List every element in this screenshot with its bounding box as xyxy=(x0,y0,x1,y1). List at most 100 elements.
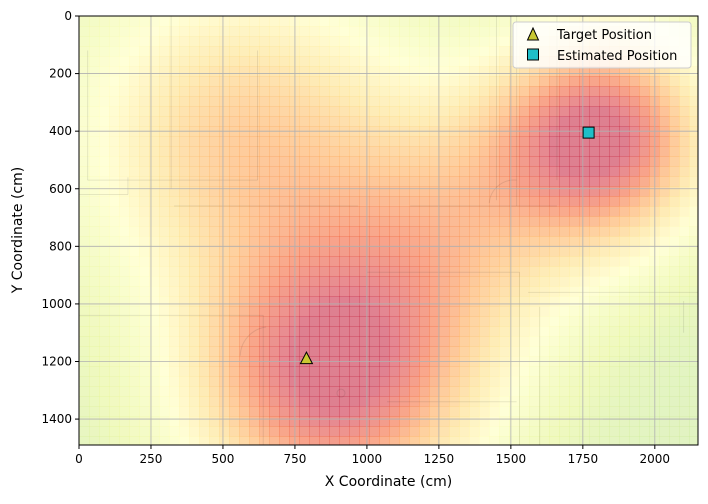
heat-cell xyxy=(349,436,360,445)
heat-cell xyxy=(89,336,100,347)
x-tick-label: 0 xyxy=(75,452,83,466)
y-tick-label: 600 xyxy=(49,182,72,196)
heat-cell xyxy=(519,406,530,417)
heat-cell xyxy=(169,86,180,97)
heat-cell xyxy=(349,296,360,307)
heat-cell xyxy=(629,426,640,437)
heat-cell xyxy=(599,216,610,227)
heat-cell xyxy=(299,236,310,247)
heat-cell xyxy=(89,236,100,247)
heat-cell xyxy=(89,286,100,297)
heat-cell xyxy=(149,286,160,297)
heat-cell xyxy=(339,436,350,445)
heat-cell xyxy=(519,386,530,397)
heat-cell xyxy=(329,246,340,257)
heat-cell xyxy=(299,406,310,417)
heat-cell xyxy=(99,236,110,247)
heat-cell xyxy=(279,156,290,167)
heat-cell xyxy=(249,136,260,147)
heat-cell xyxy=(389,296,400,307)
heat-cell xyxy=(139,216,150,227)
heat-cell xyxy=(649,146,660,157)
heat-cell xyxy=(619,406,630,417)
heat-cell xyxy=(569,436,580,445)
heat-cell xyxy=(249,276,260,287)
heat-cell xyxy=(419,56,430,67)
heat-cell xyxy=(339,326,350,337)
heat-cell xyxy=(619,236,630,247)
heat-cell xyxy=(139,236,150,247)
heat-cell xyxy=(149,36,160,47)
heat-cell xyxy=(659,176,670,187)
heat-cell xyxy=(129,246,140,257)
heat-cell xyxy=(569,226,580,237)
heat-cell xyxy=(199,66,210,77)
heat-cell xyxy=(679,346,690,357)
heat-cell xyxy=(329,156,340,167)
heat-cell xyxy=(439,286,450,297)
heat-cell xyxy=(529,426,540,437)
heat-cell xyxy=(89,436,100,445)
heat-cell xyxy=(279,296,290,307)
heat-cell xyxy=(659,386,670,397)
heat-cell xyxy=(339,176,350,187)
heat-cell xyxy=(239,206,250,217)
heat-cell xyxy=(139,206,150,217)
heat-cell xyxy=(79,76,90,87)
heat-cell xyxy=(669,186,680,197)
heat-cell xyxy=(639,286,650,297)
heat-cell xyxy=(609,166,620,177)
heat-cell xyxy=(119,296,130,307)
heat-cell xyxy=(129,146,140,157)
heat-cell xyxy=(469,286,480,297)
heat-cell xyxy=(119,186,130,197)
heat-cell xyxy=(649,16,660,27)
heat-cell xyxy=(309,116,320,127)
heat-cell xyxy=(219,186,230,197)
heat-cell xyxy=(329,56,340,67)
heat-cell xyxy=(439,436,450,445)
heat-cell xyxy=(469,156,480,167)
heat-cell xyxy=(449,26,460,37)
heat-cell xyxy=(369,36,380,47)
heat-cell xyxy=(99,176,110,187)
heat-cell xyxy=(189,186,200,197)
heat-cell xyxy=(529,326,540,337)
heat-cell xyxy=(149,416,160,427)
heat-cell xyxy=(349,96,360,107)
heat-cell xyxy=(199,306,210,317)
heat-cell xyxy=(619,396,630,407)
heat-cell xyxy=(459,236,470,247)
heat-cell xyxy=(249,16,260,27)
heat-cell xyxy=(509,86,520,97)
heat-cell xyxy=(399,116,410,127)
heat-cell xyxy=(99,216,110,227)
heat-cell xyxy=(109,166,120,177)
heat-cell xyxy=(249,296,260,307)
heat-cell xyxy=(629,276,640,287)
heat-cell xyxy=(649,426,660,437)
heat-cell xyxy=(649,106,660,117)
heat-cell xyxy=(409,66,420,77)
heat-cell xyxy=(549,406,560,417)
heat-cell xyxy=(449,116,460,127)
heat-cell xyxy=(619,186,630,197)
heat-cell xyxy=(479,186,490,197)
heat-cell xyxy=(649,376,660,387)
heat-cell xyxy=(329,406,340,417)
heat-cell xyxy=(579,276,590,287)
heat-cell xyxy=(259,376,270,387)
heat-cell xyxy=(119,346,130,357)
heat-cell xyxy=(189,226,200,237)
heat-cell xyxy=(379,176,390,187)
heat-cell xyxy=(229,106,240,117)
heat-cell xyxy=(299,76,310,87)
heat-cell xyxy=(289,216,300,227)
heat-cell xyxy=(289,136,300,147)
heat-cell xyxy=(539,376,550,387)
heat-cell xyxy=(489,16,500,27)
heat-cell xyxy=(539,386,550,397)
heat-cell xyxy=(249,366,260,377)
heat-cell xyxy=(529,106,540,117)
heat-cell xyxy=(659,436,670,445)
